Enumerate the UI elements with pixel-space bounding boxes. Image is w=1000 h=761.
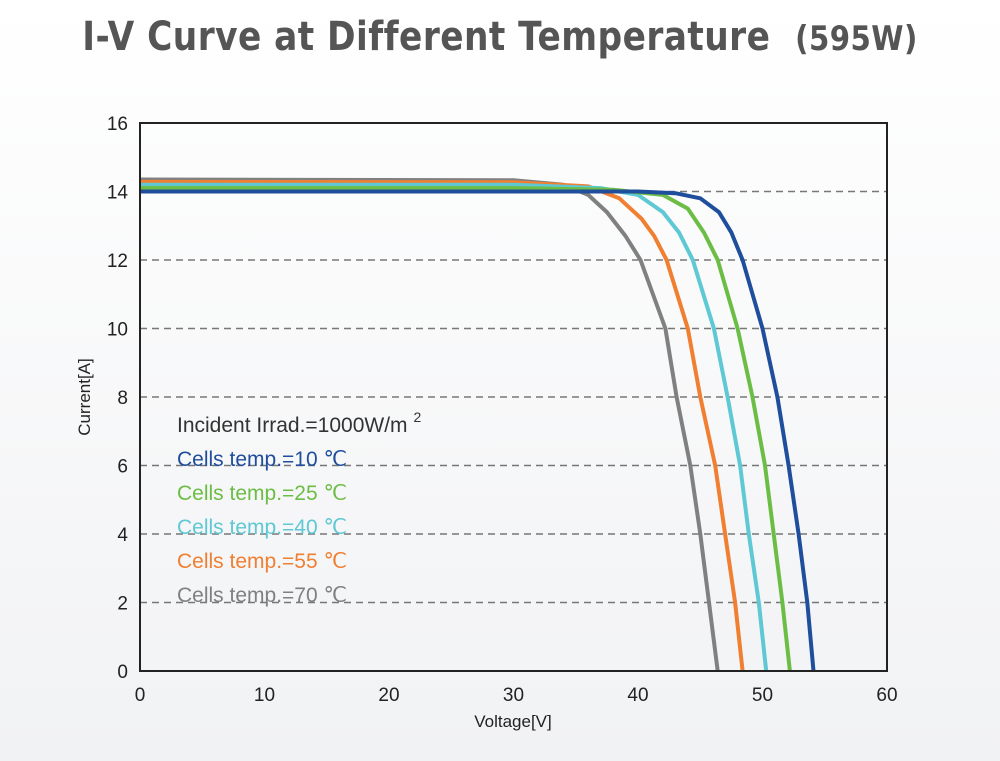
legend-entry: Cells temp.=70 ℃ xyxy=(177,584,347,607)
x-tick-label: 10 xyxy=(254,685,275,706)
series-line xyxy=(140,189,816,672)
y-tick-label: 0 xyxy=(117,662,128,683)
chart-title: I-V Curve at Different Temperature (595W… xyxy=(70,14,930,60)
y-tick-label: 8 xyxy=(117,388,128,409)
y-axis-label: Current[A] xyxy=(75,358,94,435)
x-tick-label: 60 xyxy=(876,685,897,706)
legend-entry: Cells temp.=55 ℃ xyxy=(177,550,347,573)
x-tick-label: 20 xyxy=(378,685,399,706)
x-tick-label: 50 xyxy=(752,685,773,706)
y-tick-label: 14 xyxy=(107,183,129,204)
legend-entry: Cells temp.=10 ℃ xyxy=(177,448,347,471)
y-tick-label: 2 xyxy=(117,594,128,615)
legend-entry: Cells temp.=40 ℃ xyxy=(177,516,347,539)
x-tick-label: 40 xyxy=(627,685,648,706)
legend-header: Incident Irrad.=1000W/m 2 xyxy=(177,409,422,437)
plot-frame xyxy=(139,122,888,672)
y-tick-label: 10 xyxy=(107,320,128,341)
x-tick-label: 0 xyxy=(135,685,146,706)
y-tick-label: 12 xyxy=(107,251,128,272)
title-text: I-V Curve at Different Temperature xyxy=(82,14,771,60)
y-tick-label: 16 xyxy=(107,114,128,135)
title-suffix: (595W) xyxy=(795,19,918,59)
legend-entry: Cells temp.=25 ℃ xyxy=(177,482,347,505)
y-tick-label: 4 xyxy=(117,525,128,546)
y-tick-label: 6 xyxy=(117,457,128,478)
x-tick-label: 30 xyxy=(503,685,524,706)
x-axis-label: Voltage[V] xyxy=(474,712,552,731)
